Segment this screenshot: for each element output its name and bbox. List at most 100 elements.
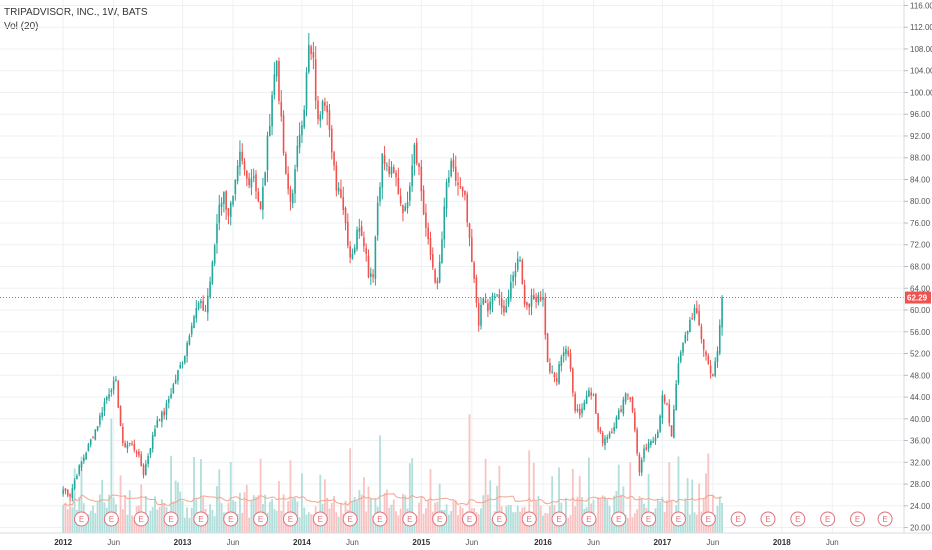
- candle-body: [507, 296, 510, 305]
- candle-body: [611, 431, 613, 434]
- volume-bar: [278, 481, 280, 533]
- earnings-badge-label: E: [109, 515, 114, 524]
- earnings-badge-circle: [850, 511, 866, 527]
- volume-bar: [330, 502, 333, 533]
- earnings-badge-label: E: [706, 515, 711, 524]
- volume-bar: [668, 462, 671, 533]
- volume-bar: [486, 494, 489, 533]
- candle-body: [181, 363, 184, 365]
- candle-body: [682, 342, 684, 353]
- candle-body: [530, 295, 533, 307]
- candle-body: [652, 441, 654, 443]
- candle-body: [457, 182, 459, 185]
- candle-body: [489, 301, 491, 310]
- volume-bar: [85, 517, 88, 533]
- volume-bar: [399, 508, 402, 533]
- volume-bar: [718, 496, 721, 533]
- volume-bar: [452, 500, 455, 533]
- price-axis[interactable]: 20.00 24.00 28.00 32.00 36.00 40.00 44.00 48.00…: [904, 1, 932, 533]
- volume-bar: [617, 464, 620, 533]
- candle-body: [236, 165, 239, 182]
- volume-bar: [73, 468, 76, 533]
- earnings-marker: E: [700, 511, 716, 527]
- volume-bar: [544, 512, 547, 533]
- volume-bar: [622, 486, 625, 533]
- candle-body: [388, 166, 390, 174]
- candle-body: [255, 174, 257, 192]
- volume-bar: [326, 497, 329, 533]
- earnings-badge-label: E: [139, 515, 144, 524]
- volume-bar: [482, 495, 485, 533]
- earnings-badge-circle: [877, 511, 893, 527]
- candle-body: [679, 352, 682, 362]
- candle-body: [280, 101, 283, 117]
- earnings-marker: E: [74, 511, 90, 527]
- price-tick-label: 28.00: [910, 480, 931, 489]
- earnings-badge-label: E: [735, 515, 740, 524]
- time-axis[interactable]: 2012 Jun 2013 Jun 2014 Jun 2015 Jun 2016 Jun 2017 J…: [54, 538, 838, 547]
- volume-bar: [179, 491, 182, 533]
- candle-body: [200, 301, 202, 304]
- candle-body: [351, 253, 354, 259]
- candle-body: [601, 432, 604, 444]
- candle-body: [549, 362, 551, 372]
- time-tick-label: 2018: [773, 538, 791, 547]
- candle-body: [135, 451, 138, 454]
- volume-bar: [282, 494, 285, 533]
- candle-body: [76, 475, 78, 479]
- price-tick-label: 68.00: [910, 263, 931, 272]
- candle-body: [252, 176, 255, 179]
- volume-bar: [301, 473, 303, 533]
- candle-body: [521, 260, 524, 285]
- earnings-badge-circle: [372, 511, 388, 527]
- volume-bar: [548, 505, 551, 533]
- candle-body: [347, 221, 349, 246]
- candle-body: [675, 383, 677, 411]
- candle-body: [477, 303, 480, 326]
- candle-body: [220, 202, 223, 207]
- volume-bar: [273, 508, 276, 533]
- earnings-marker: E: [611, 511, 627, 527]
- candle-body: [496, 294, 498, 296]
- candle-body: [606, 437, 609, 440]
- volume-bar: [571, 468, 574, 533]
- candle-body: [555, 378, 558, 382]
- candle-body: [498, 294, 501, 298]
- time-tick-label: Jun: [227, 538, 240, 547]
- candle-body: [519, 260, 521, 262]
- volume-bar: [369, 498, 372, 533]
- candle-body: [390, 167, 393, 175]
- volume-bar: [661, 496, 664, 533]
- candle-body: [296, 145, 299, 168]
- volume-bar: [154, 496, 156, 533]
- volume-bar: [390, 504, 393, 533]
- volume-bar: [340, 502, 342, 533]
- volume-bar: [512, 512, 515, 533]
- volume-bar: [477, 514, 480, 533]
- candle-body: [640, 459, 643, 473]
- candle-body: [167, 399, 170, 403]
- candle-body: [73, 480, 76, 489]
- earnings-marker: E: [253, 511, 269, 527]
- earnings-badge-label: E: [467, 515, 472, 524]
- candle-body: [512, 275, 514, 282]
- candle-body: [406, 201, 409, 209]
- candle-body: [128, 442, 131, 444]
- candle-body: [597, 413, 599, 430]
- candle-body: [326, 105, 328, 113]
- candle-body: [298, 134, 301, 148]
- volume-bar: [275, 510, 278, 533]
- candle-body: [560, 356, 563, 366]
- volume-bar: [280, 510, 283, 533]
- candle-body: [363, 237, 365, 247]
- volume-bar: [66, 509, 69, 533]
- candle-body: [691, 318, 694, 320]
- candle-body: [381, 153, 384, 188]
- candle-body: [487, 303, 489, 312]
- volume-bar: [574, 506, 577, 533]
- candle-body: [663, 395, 666, 402]
- volume-bar: [121, 509, 124, 533]
- candle-body: [399, 196, 402, 204]
